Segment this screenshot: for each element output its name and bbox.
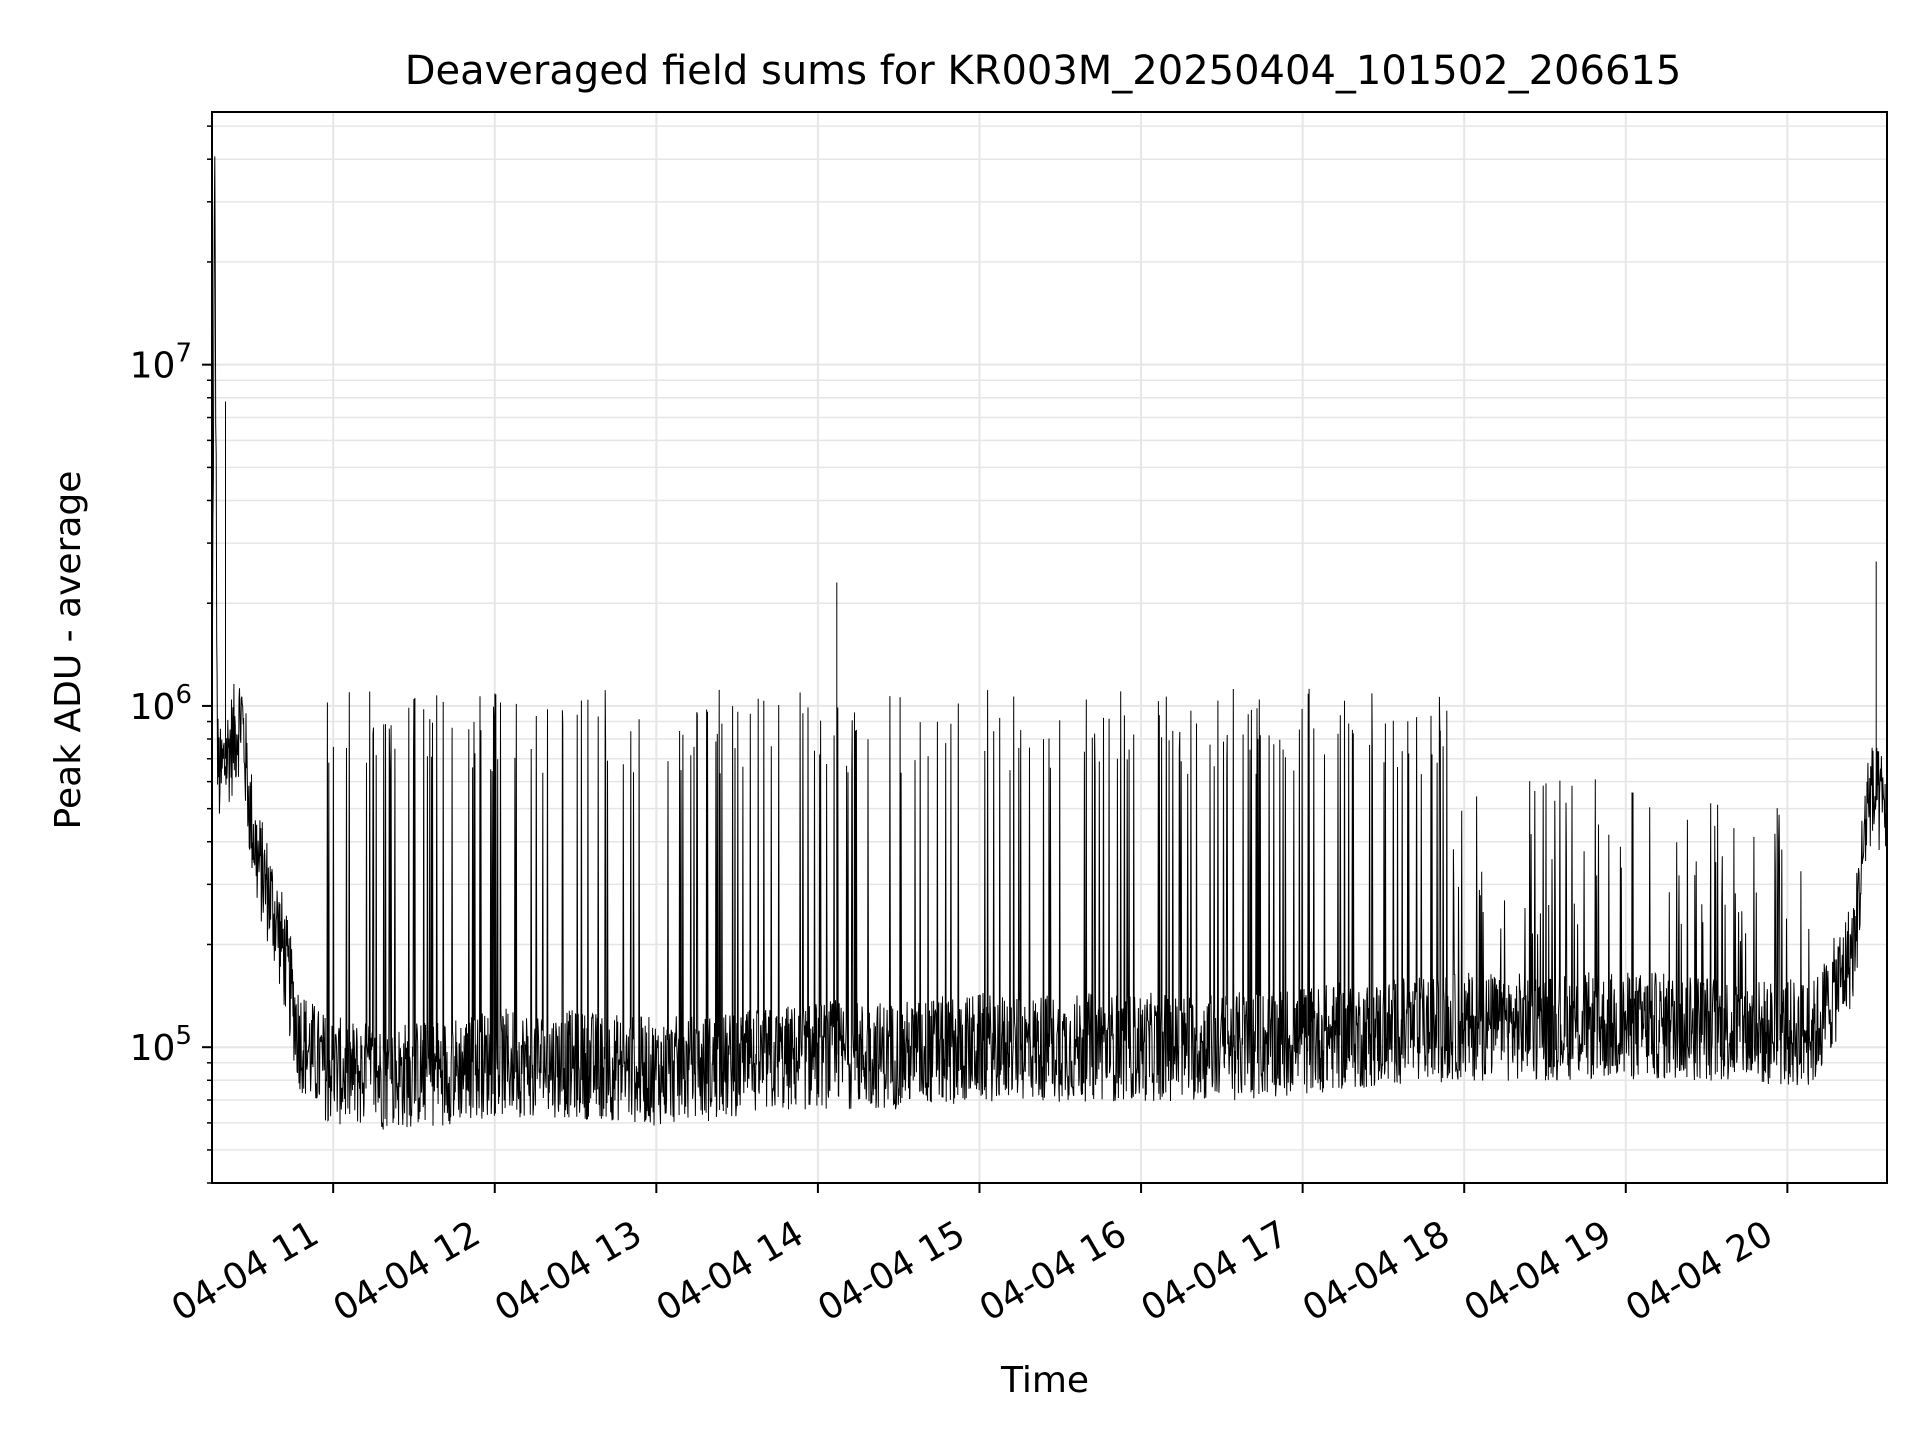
y-tick-label: 106 <box>130 680 192 728</box>
data-series-line <box>212 156 1887 1130</box>
chart-title: Deaveraged field sums for KR003M_2025040… <box>405 48 1682 94</box>
plot-frame <box>211 111 1888 1184</box>
plot-data-area <box>212 156 1887 1130</box>
y-axis-ticks: 105 106 107 <box>130 125 212 1184</box>
x-axis-label: Time <box>1000 1360 1089 1401</box>
y-tick-label: 107 <box>130 339 192 387</box>
y-axis-label: Peak ADU - average <box>48 471 89 830</box>
y-tick-label: 105 <box>130 1021 192 1069</box>
